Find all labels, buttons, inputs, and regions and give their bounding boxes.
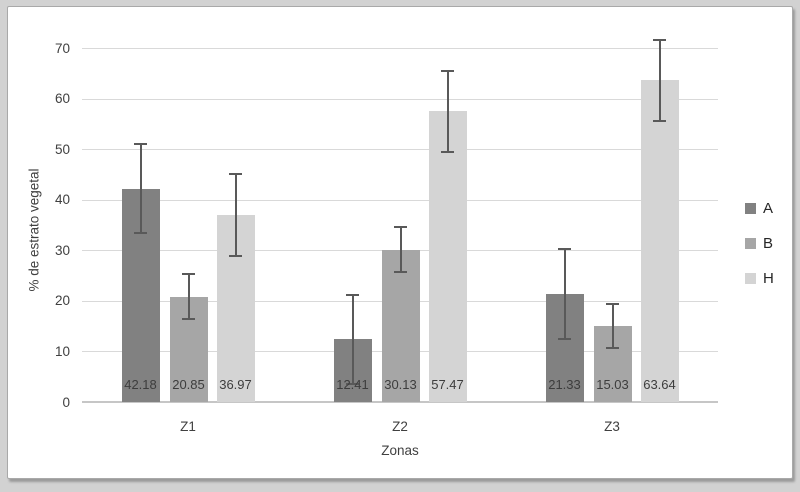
error-bar-cap-top xyxy=(653,38,666,41)
bar-value-label: 57.47 xyxy=(431,377,464,392)
legend-label-B: B xyxy=(763,235,774,252)
bar-value-label: 12.41 xyxy=(336,377,369,392)
error-bar-cap-bottom xyxy=(229,255,242,257)
error-bar-cap-top xyxy=(394,226,407,229)
bar-value-label: 21.33 xyxy=(548,377,581,392)
y-tick-label: 0 xyxy=(62,394,70,410)
bar-value-label: 15.03 xyxy=(596,377,629,392)
error-bar-B-Z2 xyxy=(399,227,402,272)
legend-item-A: A xyxy=(745,200,774,217)
error-bar-cap-bottom xyxy=(558,338,571,341)
error-bar-A-Z2 xyxy=(351,294,354,384)
y-tick-label: 60 xyxy=(54,91,70,107)
error-bar-cap-top xyxy=(346,293,359,296)
error-bar-cap-bottom xyxy=(653,119,666,122)
gridline xyxy=(82,48,718,49)
x-category-label: Z1 xyxy=(180,419,196,434)
error-bar-A-Z1 xyxy=(139,144,142,234)
y-axis-title: % de estrato vegetal xyxy=(26,168,42,292)
error-bar-A-Z3 xyxy=(563,249,566,340)
legend-item-H: H xyxy=(745,270,774,287)
x-category-label: Z3 xyxy=(604,419,620,434)
gridline xyxy=(82,199,718,201)
y-tick-label: 50 xyxy=(54,141,70,157)
error-bar-cap-bottom xyxy=(606,347,619,350)
error-bar-H-Z1 xyxy=(234,174,237,256)
error-bar-H-Z3 xyxy=(658,39,661,121)
legend-item-B: B xyxy=(745,235,774,252)
y-tick-label: 10 xyxy=(54,343,70,359)
error-bar-cap-bottom xyxy=(441,150,454,153)
legend: A B H xyxy=(745,200,774,287)
bar-B-Z2 xyxy=(381,249,420,402)
error-bar-cap-top xyxy=(558,248,571,251)
error-bar-B-Z1 xyxy=(187,274,190,319)
y-tick-label: 70 xyxy=(54,40,70,56)
x-axis-title: Zonas xyxy=(381,443,419,458)
error-bar-cap-top xyxy=(182,273,195,276)
y-tick-label: 20 xyxy=(54,293,70,309)
y-tick-label: 40 xyxy=(54,192,70,208)
error-bar-cap-top xyxy=(229,173,242,176)
legend-swatch-H xyxy=(745,273,756,284)
bar-value-label: 42.18 xyxy=(124,377,157,392)
gridline xyxy=(82,149,718,151)
legend-swatch-B xyxy=(745,238,756,249)
bar-H-Z2 xyxy=(428,111,467,402)
error-bar-H-Z2 xyxy=(446,70,449,152)
error-bar-cap-bottom xyxy=(394,270,407,273)
gridline xyxy=(82,98,718,100)
bar-H-Z3 xyxy=(640,80,679,402)
error-bar-cap-top xyxy=(134,143,147,146)
error-bar-cap-bottom xyxy=(182,317,195,320)
bar-value-label: 20.85 xyxy=(172,377,205,392)
x-category-label: Z2 xyxy=(392,419,408,434)
error-bar-cap-top xyxy=(606,302,619,305)
error-bar-B-Z3 xyxy=(611,303,614,349)
bar-value-label: 63.64 xyxy=(643,377,676,392)
legend-swatch-A xyxy=(745,203,756,214)
legend-label-A: A xyxy=(763,200,774,217)
legend-label-H: H xyxy=(763,270,774,287)
error-bar-cap-top xyxy=(441,69,454,72)
y-tick-label: 30 xyxy=(54,242,70,258)
bar-value-label: 30.13 xyxy=(384,377,417,392)
error-bar-cap-bottom xyxy=(346,382,359,385)
bar-value-label: 36.97 xyxy=(219,377,252,392)
error-bar-cap-bottom xyxy=(134,232,147,235)
x-axis-line xyxy=(82,401,718,403)
